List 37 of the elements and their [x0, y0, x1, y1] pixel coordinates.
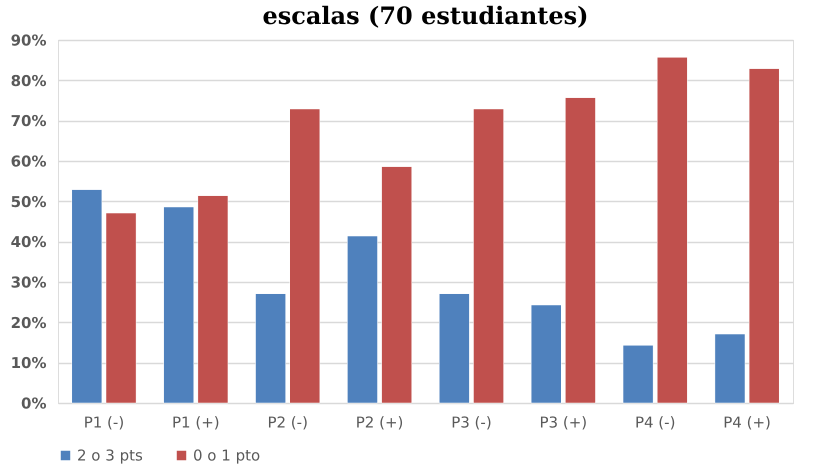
legend-label: 0 o 1 pto: [193, 446, 260, 465]
y-tick-label: 10%: [10, 354, 46, 372]
y-tick-label: 40%: [10, 233, 46, 252]
y-tick-label: 20%: [10, 314, 46, 332]
y-tick-label: 90%: [10, 32, 46, 50]
bar: [163, 206, 194, 404]
x-tick-label: P3 (-): [451, 414, 492, 432]
bar: [72, 189, 102, 404]
x-tick-label: P3 (+): [539, 414, 588, 432]
y-tick-label: 60%: [10, 152, 46, 170]
bar: [289, 108, 320, 404]
bar: [439, 293, 470, 404]
x-tick-label: P2 (-): [267, 414, 308, 432]
bar: [748, 68, 780, 404]
bar: [473, 108, 504, 404]
x-tick-label: P4 (+): [723, 414, 771, 432]
bar: [622, 345, 654, 404]
x-tick-label: P2 (+): [356, 414, 404, 432]
bar: [347, 236, 378, 404]
y-tick-label: 0%: [21, 394, 46, 412]
y-tick-label: 50%: [10, 192, 46, 211]
bar: [198, 195, 228, 404]
bar: [656, 57, 688, 404]
bar: [714, 334, 746, 404]
bar: [381, 166, 412, 404]
y-tick-label: 30%: [10, 274, 46, 292]
bar: [106, 212, 136, 404]
x-tick-label: P4 (-): [634, 414, 676, 432]
bar: [255, 293, 286, 404]
y-tick-label: 80%: [10, 72, 46, 90]
y-tick-label: 70%: [10, 112, 46, 130]
bar: [530, 304, 562, 404]
x-tick-label: P1 (+): [172, 414, 220, 432]
legend-label: 2 o 3 pts: [77, 446, 143, 465]
chart-title: escalas (70 estudiantes): [262, 1, 589, 30]
x-tick-label: P1 (-): [84, 414, 124, 432]
bar: [565, 97, 596, 404]
